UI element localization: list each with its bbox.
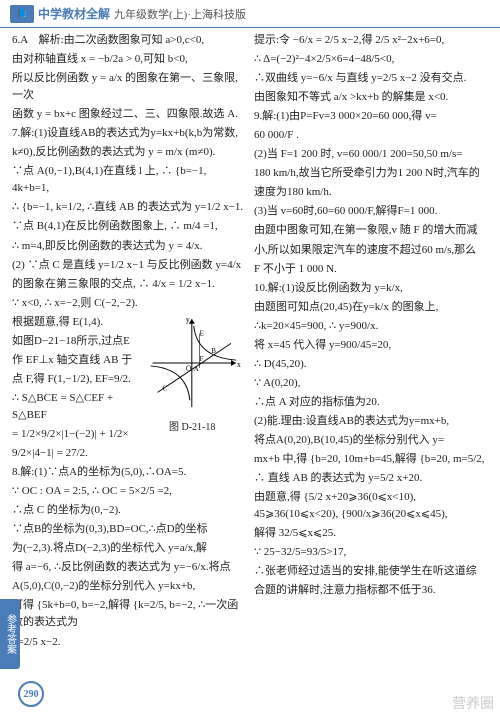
text-line: ∵点 B(4,1)在反比例函数图象上, ∴ m/4 =1, — [12, 218, 246, 235]
text-line: ∴ 直线 AB 的表达式为 y=5/2 x+20. — [254, 470, 488, 487]
svg-text:x: x — [237, 360, 241, 369]
text-line: mx+b 中,得 {b=20, 10m+b=45,解得 {b=20, m=5/2… — [254, 451, 488, 468]
figure-graph: x y O E B A F C — [138, 314, 246, 412]
right-column: 提示:令 −6/x = 2/5 x−2,得 2/5 x²−2x+6=0, ∴ Δ… — [250, 32, 492, 678]
text-line: (2)当 F=1 200 时, v=60 000/1 200=50,50 m/s… — [254, 146, 488, 163]
text-line: 9.解:(1)由P=Fv=3 000×20=60 000,得 v= — [254, 108, 488, 125]
text-line: 9/2×|4−1| = 27/2. — [12, 445, 246, 462]
text-line: 将点A(0,20),B(10,45)的坐标分别代入 y= — [254, 432, 488, 449]
text-line: ∴ S△BCE = S△CEF + S△BEF — [12, 390, 138, 424]
text-line: 的图象在第三象限的交点, ∴ 4/x = 1/2 x−1. — [12, 276, 246, 293]
svg-text:B: B — [212, 348, 217, 355]
text-line: 60 000/F . — [254, 127, 488, 144]
text-line: k≠0),反比例函数的表达式为 y = m/x (m≠0). — [12, 144, 246, 161]
text-line: 为(−2,3).将点D(−2,3)的坐标代入 y=a/x,解 — [12, 540, 246, 557]
page-header: 📘 中学教材全解 九年级数学(上)·上海科技版 — [0, 0, 500, 28]
page-number: 290 — [18, 681, 44, 707]
text-line: 10.解:(1)设反比例函数为 y=k/x, — [254, 280, 488, 297]
text-line: 函数 y = bx+c 图象经过二、三、四象限.故选 A. — [12, 106, 246, 123]
svg-text:E: E — [200, 330, 204, 337]
text-line: 作 EF⊥x 轴交直线 AB 于 — [12, 352, 138, 369]
series-title: 中学教材全解 — [38, 5, 110, 22]
left-column: 6.A 解析:由二次函数图象可知 a>0,c<0, 由对称轴直线 x = −b/… — [8, 32, 250, 678]
text-line: ∵点 A(0,−1),B(4,1)在直线 l 上, ∴ {b=−1, 4k+b=… — [12, 163, 246, 197]
svg-text:F: F — [200, 356, 204, 363]
text-line: 合题的讲解时,注意力指标都不低于36. — [254, 582, 488, 599]
text-line: y=2/5 x−2. — [12, 634, 246, 651]
text-line: F 不小于 1 000 N. — [254, 261, 488, 278]
text-line: ∴点 A 对应的指标值为20. — [254, 394, 488, 411]
text-line: ∴ D(45,20). — [254, 356, 488, 373]
text-line: 8.解:(1)∵点A的坐标为(5,0),∴OA=5. — [12, 464, 246, 481]
text-line: 由对称轴直线 x = −b/2a > 0,可知 b<0, — [12, 51, 246, 68]
watermark: 营养圈 — [452, 693, 494, 713]
text-line: 7.解:(1)设直线AB的表达式为y=kx+b(k,b为常数, — [12, 125, 246, 142]
series-logo: 📘 — [10, 5, 34, 23]
text-line: ∴ Δ=(−2)²−4×2/5×6=4−48/5<0, — [254, 51, 488, 68]
text-line: ∴ {b=−1, k=1/2, ∴直线 AB 的表达式为 y=1/2 x−1. — [12, 199, 246, 216]
text-line: 得 a=−6, ∴反比例函数的表达式为 y=−6/x.将点 — [12, 559, 246, 576]
svg-text:y: y — [186, 315, 190, 324]
text-line: 如图D−21−18所示,过点E — [12, 333, 138, 350]
text-line: ∵ 25−32/5=93/5>17, — [254, 544, 488, 561]
text-line: 速度为180 km/h. — [254, 184, 488, 201]
text-line: 由题图可知点(20,45)在y=k/x 的图象上, — [254, 299, 488, 316]
svg-text:A: A — [194, 366, 199, 373]
text-line: 由题中图象可知,在第一象限,v 随 F 的增大而减 — [254, 222, 488, 239]
text-line: 根据题意,得 E(1,4). — [12, 314, 138, 331]
text-line: ∴张老师经过适当的安排,能使学生在听这道综 — [254, 563, 488, 580]
sidebar-tab: 参考答案 — [0, 599, 20, 669]
svg-text:C: C — [163, 385, 168, 392]
text-line: 180 km/h,故当它所受牵引力为1 200 N时,汽车的 — [254, 165, 488, 182]
text-line: ∵ x<0, ∴ x=−2,则 C(−2,−2). — [12, 295, 246, 312]
text-line: A(5,0),C(0,−2)的坐标分别代入 y=kx+b, — [12, 578, 246, 595]
figure-caption: 图 D-21-18 — [138, 420, 246, 436]
text-line: 将 x=45 代入得 y=900/45=20, — [254, 337, 488, 354]
text-line: ∴ m=4,即反比例函数的表达式为 y = 4/x. — [12, 238, 246, 255]
text-line: ∴双曲线 y=−6/x 与直线 y=2/5 x−2 没有交点. — [254, 70, 488, 87]
text-line: 由图象知不等式 a/x >kx+b 的解集是 x<0. — [254, 89, 488, 106]
content-columns: 6.A 解析:由二次函数图象可知 a>0,c<0, 由对称轴直线 x = −b/… — [0, 28, 500, 678]
text-line: = 1/2×9/2×|1−(−2)| + 1/2× — [12, 426, 138, 443]
text-line: 解得 32/5⩽x⩽25. — [254, 525, 488, 542]
text-line: (2) ∵点 C 是直线 y=1/2 x−1 与反比例函数 y=4/x — [12, 257, 246, 274]
text-line: 6.A 解析:由二次函数图象可知 a>0,c<0, — [12, 32, 246, 49]
text-line: ∵ A(0,20), — [254, 375, 488, 392]
text-line: ∴点 C 的坐标为(0,−2). — [12, 502, 246, 519]
text-line: 提示:令 −6/x = 2/5 x−2,得 2/5 x²−2x+6=0, — [254, 32, 488, 49]
text-line: 点 F,得 F(1,−1/2), EF=9/2. — [12, 371, 138, 388]
text-line: ∵ OC : OA = 2:5, ∴ OC = 5×2/5 =2, — [12, 483, 246, 500]
text-line: 小,所以如果限定汽车的速度不超过60 m/s,那么 — [254, 242, 488, 259]
text-line: (3)当 v=60时,60=60 000/F,解得F=1 000. — [254, 203, 488, 220]
text-line: 所以反比例函数 y = a/x 的图象在第一、三象限,一次 — [12, 70, 246, 104]
text-line: ∴k=20×45=900, ∴ y=900/x. — [254, 318, 488, 335]
text-line: (2)能.理由:设直线AB的表达式为y=mx+b, — [254, 413, 488, 430]
text-line: 由题意,得 {5/2 x+20⩾36(0⩽x<10), 45⩾36(10⩽x<2… — [254, 489, 488, 523]
text-line: ∵点B的坐标为(0,3),BD=OC,∴点D的坐标 — [12, 521, 246, 538]
grade-subtitle: 九年级数学(上)·上海科技版 — [114, 6, 246, 22]
text-line: 可得 {5k+b=0, b=−2,解得 {k=2/5, b=−2, ∴一次函数的… — [12, 597, 246, 631]
